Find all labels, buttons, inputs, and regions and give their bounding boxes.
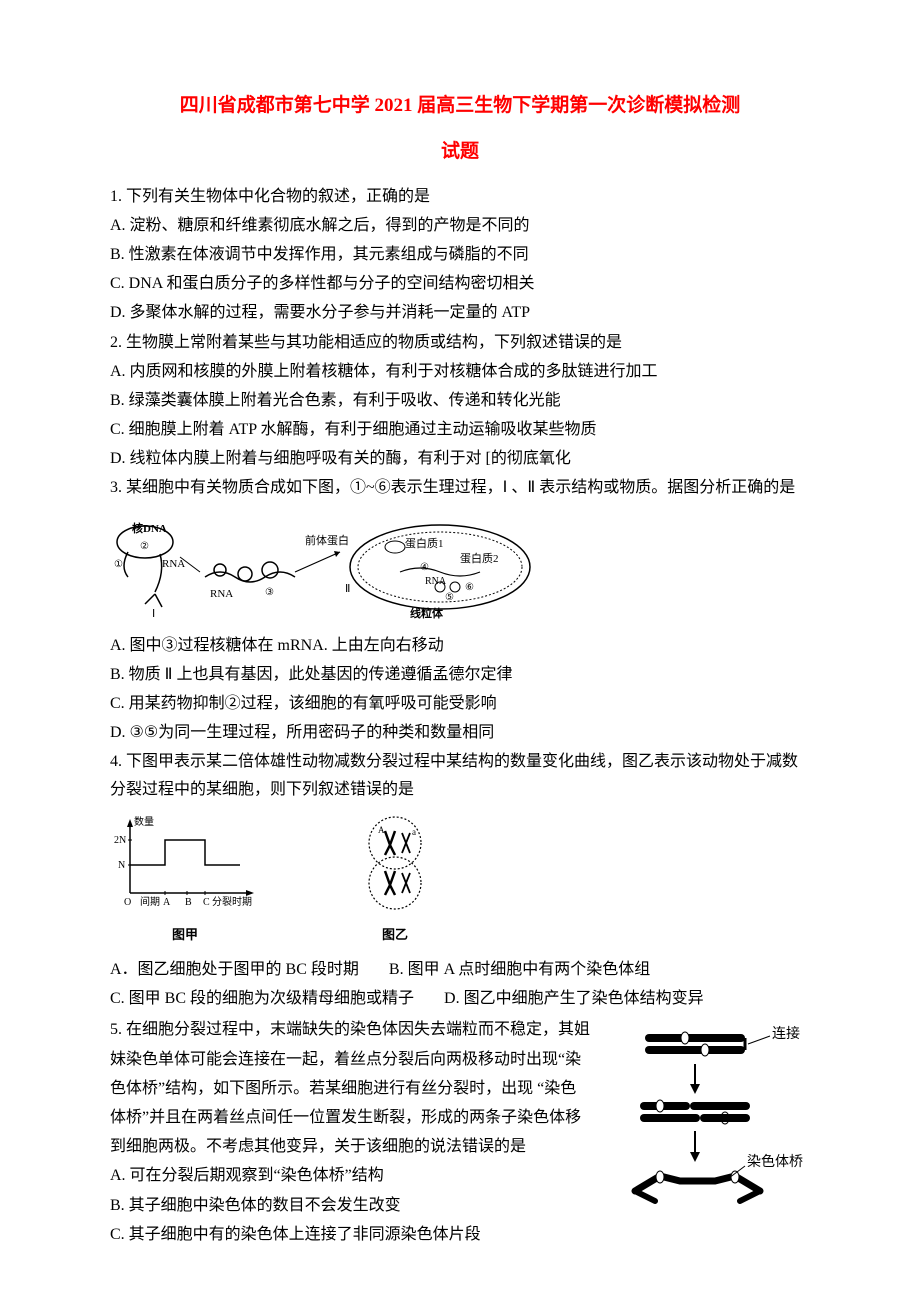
q4-option-a: A．图乙细胞处于图甲的 BC 段时期 (110, 956, 359, 983)
q3-option-d: D. ③⑤为同一生理过程，所用密码子的种类和数量相同 (110, 719, 810, 746)
svg-text:①: ① (114, 559, 123, 570)
q3-option-b: B. 物质 Ⅱ 上也具有基因，此处基因的传递遵循孟德尔定律 (110, 661, 810, 688)
svg-text:⑥: ⑥ (465, 582, 474, 593)
svg-text:连接: 连接 (772, 1025, 800, 1042)
q5-bridge-svg: 连接 染色体桥 (630, 1016, 810, 1216)
q1-stem: 1. 下列有关生物体中化合物的叙述，正确的是 (110, 183, 810, 210)
q4-figure-yi: A a 图乙 (340, 813, 450, 946)
q5-option-c: C. 其子细胞中有的染色体上连接了非同源染色体片段 (110, 1221, 620, 1248)
q5-stem-line3: 色体桥”结构，如下图所示。若某细胞进行有丝分裂时，出现 “染色 (110, 1075, 620, 1102)
q3-stem: 3. 某细胞中有关物质合成如下图，①~⑥表示生理过程，Ⅰ 、Ⅱ 表示结构或物质。… (110, 474, 810, 501)
page-title: 四川省成都市第七中学 2021 届高三生物下学期第一次诊断模拟检测 (110, 90, 810, 122)
q1-option-a: A. 淀粉、糖原和纤维素彻底水解之后，得到的产物是不同的 (110, 212, 810, 239)
svg-text:RNA: RNA (210, 588, 233, 600)
q4-caption-jia: 图甲 (110, 924, 260, 946)
svg-text:RNA: RNA (162, 558, 185, 570)
svg-text:间期: 间期 (140, 895, 160, 908)
q1-option-c: C. DNA 和蛋白质分子的多样性都与分子的空间结构密切相关 (110, 270, 810, 297)
svg-text:C: C (203, 897, 210, 908)
svg-text:蛋白质1: 蛋白质1 (405, 536, 444, 550)
q2-option-a: A. 内质网和核膜的外膜上附着核糖体，有利于对核糖体合成的多肽链进行加工 (110, 358, 810, 385)
label-dna: 核DNA (132, 521, 167, 535)
svg-text:a: a (412, 827, 416, 837)
q5-stem-line5: 到细胞两极。不考虑其他变异，关于该细胞的说法错误的是 (110, 1133, 620, 1160)
q2-option-d: D. 线粒体内膜上附着与细胞呼吸有关的酶，有利于对 [的彻底氧化 (110, 445, 810, 472)
page-subtitle: 试题 (110, 136, 810, 168)
question-1: 1. 下列有关生物体中化合物的叙述，正确的是 A. 淀粉、糖原和纤维素彻底水解之… (110, 183, 810, 327)
svg-text:N: N (118, 860, 125, 871)
svg-text:Ⅰ: Ⅰ (152, 608, 155, 620)
q5-stem-line2: 妹染色单体可能会连接在一起，着丝点分裂后向两极移动时出现“染 (110, 1046, 620, 1073)
svg-text:分裂时期: 分裂时期 (212, 895, 252, 908)
svg-text:③: ③ (265, 587, 274, 598)
svg-text:④: ④ (420, 562, 429, 573)
q2-stem: 2. 生物膜上常附着某些与其功能相适应的物质或结构，下列叙述错误的是 (110, 329, 810, 356)
q4-figure-jia: 数量 2N N O 间期 A B C 分裂时期 图甲 (110, 813, 260, 946)
svg-text:前体蛋白: 前体蛋白 (305, 533, 349, 547)
q3-option-a: A. 图中③过程核糖体在 mRNA. 上由左向右移动 (110, 632, 810, 659)
svg-text:染色体桥: 染色体桥 (747, 1153, 803, 1170)
q2-option-b: B. 绿藻类囊体膜上附着光合色素，有利于吸收、传递和转化光能 (110, 387, 810, 414)
q4-caption-yi: 图乙 (340, 924, 450, 946)
q1-option-d: D. 多聚体水解的过程，需要水分子参与并消耗一定量的 ATP (110, 299, 810, 326)
svg-text:⑤: ⑤ (445, 592, 454, 603)
q5-option-a: A. 可在分裂后期观察到“染色体桥”结构 (110, 1162, 620, 1189)
q5-figure: 连接 染色体桥 (630, 1016, 810, 1250)
q4-option-c: C. 图甲 BC 段的细胞为次级精母细胞或精子 (110, 985, 414, 1012)
q1-option-b: B. 性激素在体液调节中发挥作用，其元素组成与磷脂的不同 (110, 241, 810, 268)
q5-stem-line4: 体桥”并且在两着丝点间任一位置发生断裂，形成的两条子染色体移 (110, 1104, 620, 1131)
svg-text:A: A (378, 825, 385, 835)
svg-text:O: O (124, 897, 131, 908)
svg-text:A: A (163, 897, 171, 908)
q3-option-c: C. 用某药物抑制②过程，该细胞的有氧呼吸可能受影响 (110, 690, 810, 717)
svg-text:数量: 数量 (134, 815, 154, 828)
question-2: 2. 生物膜上常附着某些与其功能相适应的物质或结构，下列叙述错误的是 A. 内质… (110, 329, 810, 473)
q4-stem: 4. 下图甲表示某二倍体雄性动物减数分裂过程中某结构的数量变化曲线，图乙表示该动… (110, 748, 810, 802)
question-5: 5. 在细胞分裂过程中，末端缺失的染色体因失去端粒而不稳定，其姐 妹染色单体可能… (110, 1016, 810, 1250)
svg-text:Ⅱ: Ⅱ (345, 583, 350, 595)
question-3: 3. 某细胞中有关物质合成如下图，①~⑥表示生理过程，Ⅰ 、Ⅱ 表示结构或物质。… (110, 474, 810, 746)
q5-stem-line1: 5. 在细胞分裂过程中，末端缺失的染色体因失去端粒而不稳定，其姐 (110, 1016, 620, 1043)
svg-text:B: B (185, 897, 192, 908)
svg-text:②: ② (140, 541, 149, 552)
q2-option-c: C. 细胞膜上附着 ATP 水解酶，有利于细胞通过主动运输吸收某些物质 (110, 416, 810, 443)
q4-option-b: B. 图甲 A 点时细胞中有两个染色体组 (389, 956, 650, 983)
q3-figure: 核DNA ② ① RNA Ⅰ RNA ③ 前体蛋白 线粒体 Ⅱ (110, 512, 810, 622)
q4-option-d: D. 图乙中细胞产生了染色体结构变异 (444, 985, 704, 1012)
q3-diagram-svg: 核DNA ② ① RNA Ⅰ RNA ③ 前体蛋白 线粒体 Ⅱ (110, 512, 550, 622)
q4-cell-svg: A a (340, 813, 450, 913)
q5-option-b: B. 其子细胞中染色体的数目不会发生改变 (110, 1192, 620, 1219)
svg-text:2N: 2N (114, 835, 126, 846)
svg-text:RNA: RNA (425, 576, 447, 587)
question-4: 4. 下图甲表示某二倍体雄性动物减数分裂过程中某结构的数量变化曲线，图乙表示该动… (110, 748, 810, 1014)
svg-text:蛋白质2: 蛋白质2 (460, 551, 499, 565)
svg-text:线粒体: 线粒体 (410, 606, 444, 620)
q4-figures: 数量 2N N O 间期 A B C 分裂时期 图甲 (110, 813, 810, 946)
q4-chart-svg: 数量 2N N O 间期 A B C 分裂时期 (110, 813, 260, 913)
